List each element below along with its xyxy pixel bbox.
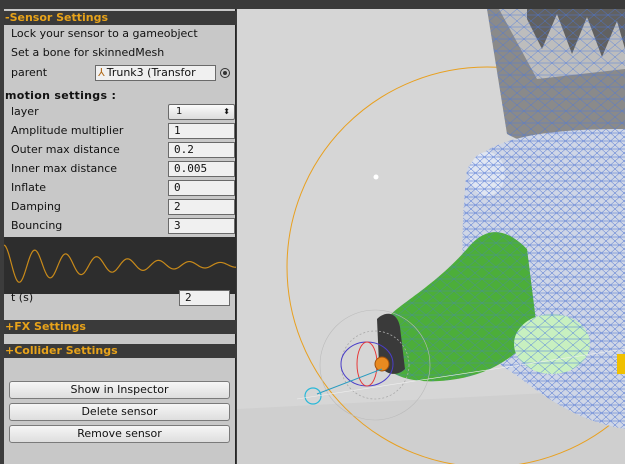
- fx-settings-header[interactable]: +FX Settings: [4, 320, 236, 334]
- amplitude-field[interactable]: 1: [168, 123, 235, 139]
- inflate-field[interactable]: 0: [168, 180, 235, 196]
- damping-curve-preview: [3, 237, 237, 294]
- outer-max-distance-field[interactable]: 0.2: [168, 142, 235, 158]
- scene-svg: [237, 9, 625, 464]
- parent-label: parent: [11, 66, 48, 79]
- sensor-settings-header[interactable]: -Sensor Settings: [4, 11, 236, 25]
- sensor-axis-line: [316, 368, 383, 395]
- layer-label: layer: [11, 105, 39, 118]
- inflate-label: Inflate: [11, 181, 46, 194]
- sensor-target-circle[interactable]: [304, 387, 322, 405]
- damping-label: Damping: [11, 200, 61, 213]
- layer-select-value: 1: [176, 106, 183, 117]
- motion-settings-title: motion settings :: [5, 89, 117, 102]
- bouncing-field[interactable]: 3: [168, 218, 235, 234]
- inner-distance-gizmo: [340, 330, 410, 400]
- layer-select[interactable]: 1 ⬍: [168, 104, 235, 120]
- object-picker-icon[interactable]: [220, 68, 230, 78]
- outer-distance-gizmo: [319, 309, 431, 421]
- delete-sensor-button[interactable]: Delete sensor: [9, 403, 230, 421]
- scene-dot: [373, 174, 379, 180]
- damping-curve-svg: [3, 244, 237, 283]
- outer-max-distance-label: Outer max distance: [11, 143, 120, 156]
- ground-plane: [237, 389, 625, 464]
- collider-settings-header[interactable]: +Collider Settings: [4, 344, 236, 358]
- bouncing-label: Bouncing: [11, 219, 63, 232]
- horizon-line: [296, 348, 625, 400]
- bone-text: Set a bone for skinnedMesh: [11, 46, 165, 59]
- remove-sensor-button[interactable]: Remove sensor: [9, 425, 230, 443]
- inner-max-distance-label: Inner max distance: [11, 162, 118, 175]
- transform-icon: ⅄: [98, 66, 105, 79]
- parent-object-value: Trunk3 (Transfor: [106, 66, 196, 79]
- sensor-handle-icon[interactable]: [374, 356, 390, 372]
- amplitude-label: Amplitude multiplier: [11, 124, 124, 137]
- sensor-panel: -Sensor Settings Lock your sensor to a g…: [3, 9, 237, 464]
- edge-marker: [617, 354, 625, 374]
- damping-field[interactable]: 2: [168, 199, 235, 215]
- t-field[interactable]: 2: [179, 290, 230, 306]
- outer-sphere-gizmo: [286, 66, 625, 464]
- top-strip: [0, 0, 625, 9]
- damped-oscillation-line: [3, 244, 237, 283]
- lock-sensor-text: Lock your sensor to a gameobject: [11, 27, 198, 40]
- inner-max-distance-field[interactable]: 0.005: [168, 161, 235, 177]
- scene-viewport[interactable]: [237, 9, 625, 464]
- parent-object-field[interactable]: ⅄ Trunk3 (Transfor: [95, 65, 216, 81]
- show-in-inspector-button[interactable]: Show in Inspector: [9, 381, 230, 399]
- select-arrows-icon: ⬍: [223, 107, 230, 116]
- t-label: t (s): [11, 291, 34, 304]
